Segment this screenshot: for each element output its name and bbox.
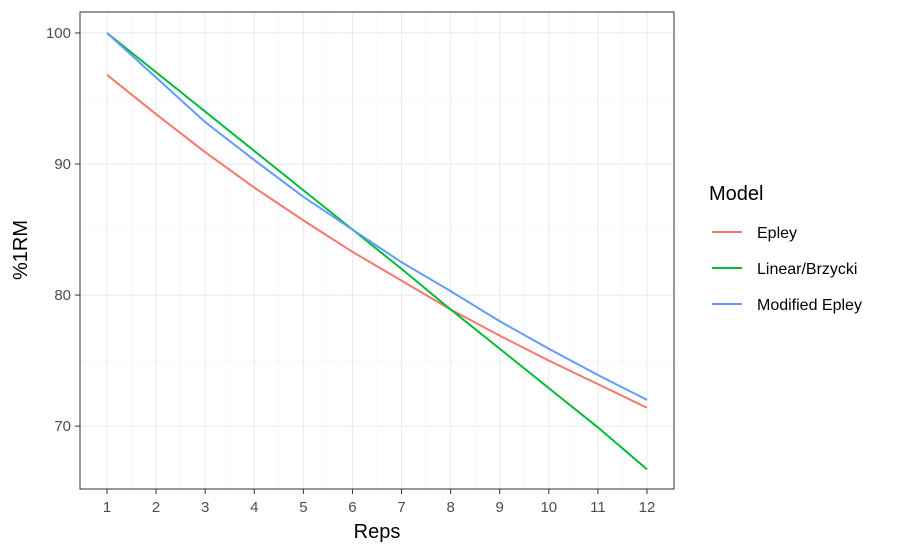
- y-axis: 70 80 90 100: [46, 25, 80, 435]
- legend: Model Epley Linear/Brzycki Modified Epley: [709, 183, 862, 314]
- x-tick-label: 10: [540, 499, 557, 516]
- legend-label-epley: Epley: [757, 225, 797, 242]
- series-lines: [106, 32, 648, 471]
- plot-panel-border: [79, 11, 675, 490]
- major-gridlines: [80, 12, 674, 489]
- legend-label-linear-brzycki: Linear/Brzycki: [757, 261, 857, 278]
- y-tick-label: 90: [54, 156, 71, 173]
- x-tick-label: 8: [446, 499, 454, 516]
- series-line-modified-epley: [106, 32, 648, 401]
- x-tick-label: 11: [590, 499, 606, 516]
- x-tick-label: 1: [103, 499, 111, 516]
- series-line-epley: [106, 74, 648, 409]
- y-tick-label: 70: [54, 418, 71, 435]
- minor-gridlines: [80, 12, 674, 489]
- x-tick-label: 9: [496, 499, 504, 516]
- y-axis-title: %1RM: [10, 220, 32, 280]
- x-tick-label: 3: [201, 499, 209, 516]
- x-axis: 1 2 3 4 5 6 7 8 9 10 11 12: [103, 489, 656, 516]
- x-axis-title: Reps: [354, 521, 401, 543]
- y-tick-label: 80: [54, 287, 71, 304]
- legend-items: Epley Linear/Brzycki Modified Epley: [712, 225, 862, 314]
- y-tick-label: 100: [46, 25, 71, 42]
- x-tick-label: 4: [250, 499, 258, 516]
- x-tick-label: 6: [348, 499, 356, 516]
- legend-title: Model: [709, 183, 763, 205]
- x-tick-label: 2: [152, 499, 160, 516]
- x-tick-label: 5: [299, 499, 307, 516]
- x-tick-label: 12: [639, 499, 656, 516]
- legend-label-modified-epley: Modified Epley: [757, 297, 862, 314]
- series-line-linear-brzycki: [106, 32, 648, 471]
- x-tick-label: 7: [397, 499, 405, 516]
